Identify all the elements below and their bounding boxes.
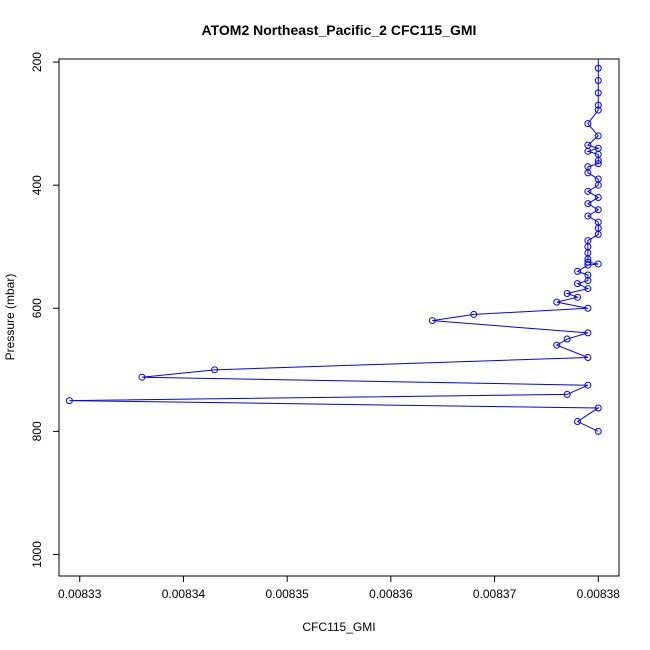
data-point bbox=[584, 169, 592, 177]
data-point bbox=[584, 329, 592, 337]
data-point bbox=[595, 41, 601, 47]
data-point bbox=[594, 64, 602, 72]
data-point bbox=[594, 89, 602, 97]
y-tick-label: 1000 bbox=[30, 541, 44, 568]
data-point bbox=[574, 418, 582, 426]
data-point bbox=[574, 293, 582, 301]
x-tick-label: 0.00838 bbox=[577, 587, 621, 601]
data-point bbox=[594, 427, 602, 435]
y-tick-label: 800 bbox=[30, 421, 44, 441]
x-tick-label: 0.00834 bbox=[162, 587, 206, 601]
data-point bbox=[584, 285, 592, 293]
data-point bbox=[584, 354, 592, 362]
data-point bbox=[594, 230, 602, 238]
data-point bbox=[584, 381, 592, 389]
data-point bbox=[594, 132, 602, 140]
data-point bbox=[596, 59, 600, 60]
data-point bbox=[594, 260, 602, 268]
x-tick-label: 0.00833 bbox=[58, 587, 102, 601]
data-point bbox=[594, 193, 602, 201]
data-point bbox=[594, 206, 602, 214]
data-point bbox=[584, 187, 592, 195]
data-point bbox=[138, 373, 146, 381]
data-point bbox=[584, 200, 592, 208]
data-point bbox=[574, 280, 582, 288]
x-tick-label: 0.00836 bbox=[369, 587, 413, 601]
data-point bbox=[594, 160, 602, 168]
data-point bbox=[595, 28, 601, 34]
data-point bbox=[594, 157, 602, 165]
data-point bbox=[584, 147, 592, 155]
y-tick-label: 200 bbox=[30, 52, 44, 72]
x-axis: 0.00833 0.00834 0.00835 0.00836 0.00837 0.008… bbox=[58, 576, 620, 601]
data-point bbox=[563, 335, 571, 343]
data-point bbox=[594, 181, 602, 189]
data-point bbox=[594, 404, 602, 412]
y-axis: 200 400 600 800 1000 bbox=[30, 52, 59, 568]
data-point bbox=[574, 267, 582, 275]
data-point bbox=[584, 304, 592, 312]
data-point bbox=[584, 261, 592, 269]
data-point bbox=[65, 397, 73, 405]
chart-title: ATOM2 Northeast_Pacific_2 CFC115_GMI bbox=[202, 22, 477, 38]
data-point bbox=[211, 366, 219, 374]
data-point bbox=[584, 120, 592, 128]
y-tick-label: 400 bbox=[30, 175, 44, 195]
data-point bbox=[584, 212, 592, 220]
data-point bbox=[563, 390, 571, 398]
data-point bbox=[470, 310, 478, 318]
x-tick-label: 0.00835 bbox=[265, 587, 309, 601]
data-point bbox=[553, 341, 561, 349]
data-point bbox=[428, 317, 436, 325]
data-point bbox=[594, 77, 602, 85]
x-tick-label: 0.00837 bbox=[473, 587, 517, 601]
data-point bbox=[594, 101, 602, 109]
series-group bbox=[65, 28, 602, 435]
series-line bbox=[69, 59, 601, 432]
data-point bbox=[584, 258, 592, 266]
data-point bbox=[594, 106, 602, 114]
y-axis-label: Pressure (mbar) bbox=[3, 274, 17, 361]
data-point bbox=[563, 290, 571, 297]
plot-frame bbox=[58, 58, 620, 577]
data-point bbox=[553, 298, 561, 306]
y-tick-label: 600 bbox=[30, 298, 44, 318]
data-point bbox=[584, 277, 592, 285]
x-axis-label: CFC115_GMI bbox=[302, 620, 375, 634]
